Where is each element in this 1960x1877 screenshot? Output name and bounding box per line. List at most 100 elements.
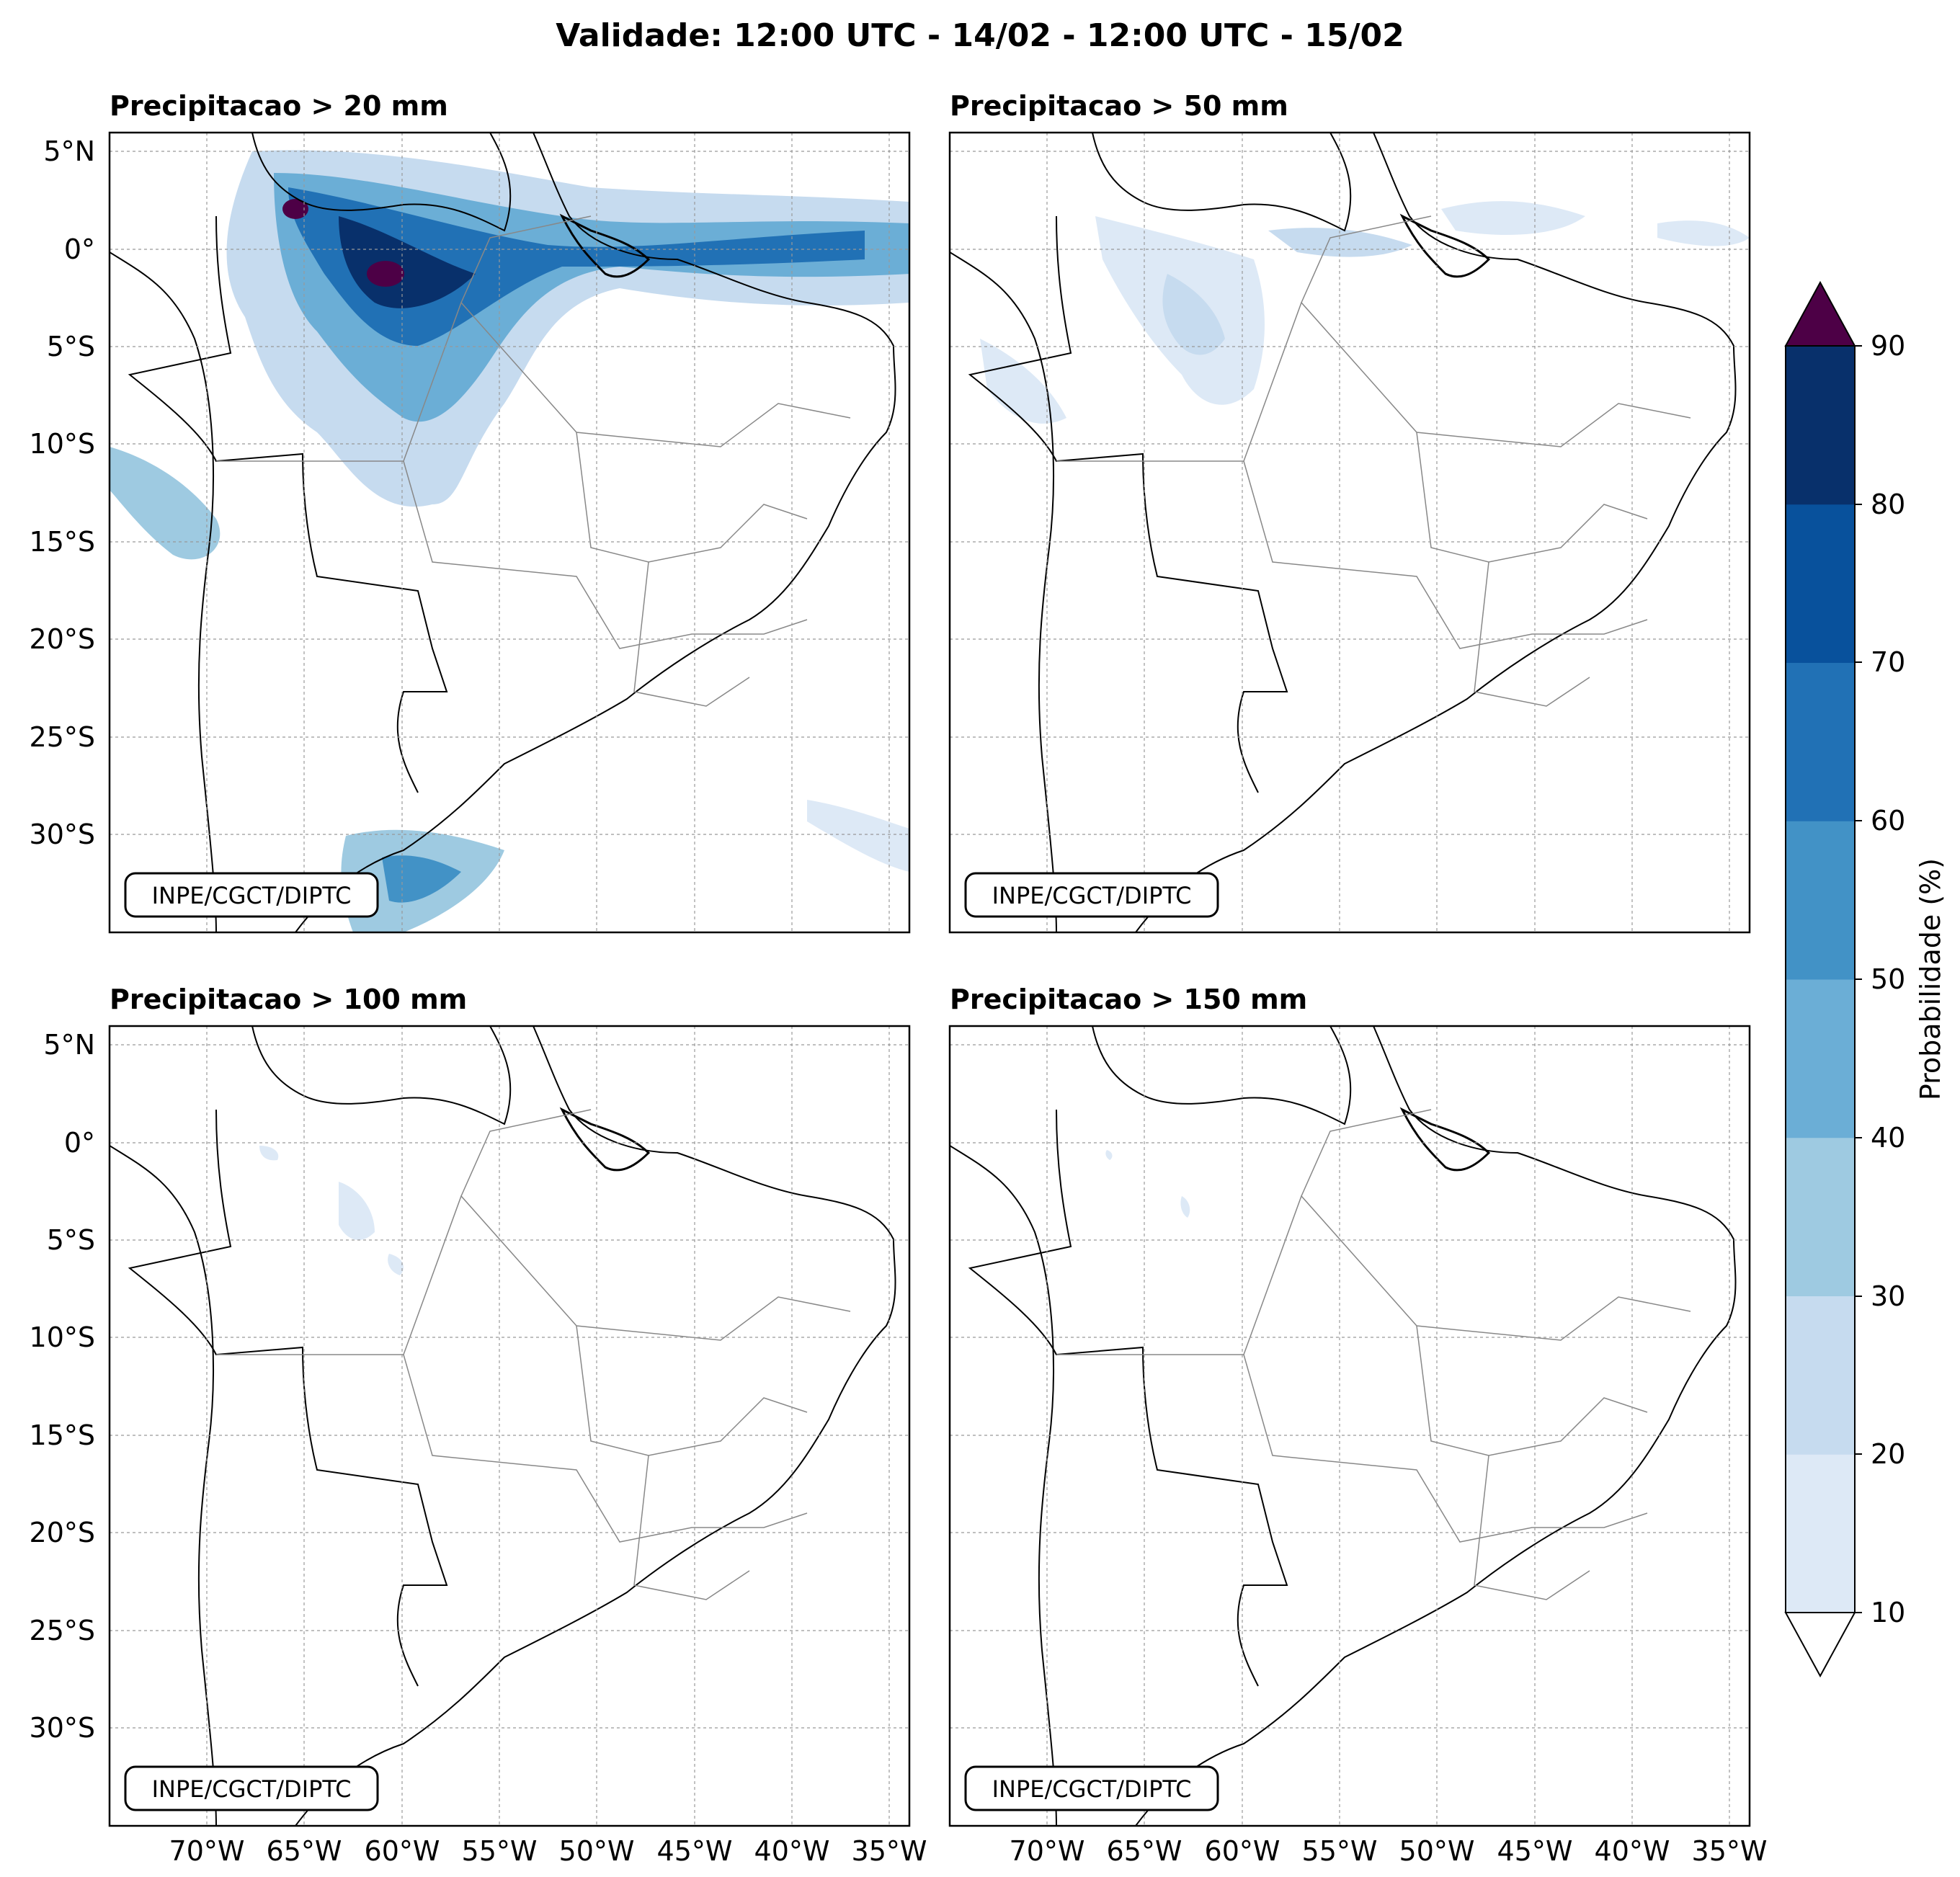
lat-label: 0° — [64, 233, 95, 265]
lat-label: 15°S — [30, 1419, 95, 1451]
map-frame — [108, 131, 911, 934]
precip-blob — [1162, 274, 1225, 355]
lon-label: 60°W — [365, 1835, 440, 1867]
precip-blob — [388, 1254, 404, 1275]
land-borders — [950, 1026, 1737, 1826]
colorbar-tick-label: 20 — [1871, 1438, 1905, 1470]
colorbar-ticks: 10 20 30 40 50 60 70 80 90 — [1855, 330, 1905, 1628]
state-borders — [216, 1109, 851, 1600]
panel-precip-150mm: Precipitacao > 150 mm — [948, 984, 1767, 1867]
gridlines — [950, 1026, 1750, 1826]
probability-field — [980, 201, 1750, 424]
lat-label: 10°S — [30, 1321, 95, 1353]
precip-blob — [1268, 228, 1412, 257]
precip-blob — [259, 1146, 279, 1161]
lat-label: 30°S — [30, 819, 95, 850]
precip-blob — [1657, 220, 1750, 246]
lat-axis-labels: 5°N 0° 5°S 10°S 15°S 20°S 25°S 30°S — [30, 1029, 95, 1744]
lat-label: 25°S — [30, 721, 95, 753]
precip-blob — [339, 1182, 375, 1240]
precip-blob — [110, 447, 220, 560]
gridlines — [950, 133, 1750, 932]
colorbar-tick-label: 50 — [1871, 963, 1905, 995]
lon-label: 55°W — [1302, 1835, 1378, 1867]
probability-field — [110, 150, 909, 932]
lat-label: 10°S — [30, 428, 95, 460]
map-frame — [948, 131, 1751, 934]
colorbar-segment — [1786, 504, 1855, 663]
figure-title: Validade: 12:00 UTC - 14/02 - 12:00 UTC … — [556, 17, 1404, 54]
lon-label: 65°W — [1107, 1835, 1182, 1867]
colorbar-segment — [1786, 662, 1855, 821]
precip-blob — [339, 216, 476, 308]
lon-label: 35°W — [852, 1835, 927, 1867]
panel-precip-100mm: Precipitacao > 100 mm — [30, 984, 927, 1867]
colorbar-segment — [1786, 1454, 1855, 1613]
colorbar: 10 20 30 40 50 60 70 80 90 Probabilidade… — [1784, 280, 1946, 1678]
colorbar-tick-label: 10 — [1871, 1597, 1905, 1628]
credit-box — [124, 872, 379, 918]
probability-field — [259, 1146, 404, 1275]
lat-label: 5°S — [47, 1224, 95, 1256]
precip-blob — [1105, 1150, 1113, 1160]
colorbar-tick-label: 70 — [1871, 646, 1905, 678]
lat-label: 25°S — [30, 1615, 95, 1646]
lat-label: 5°S — [47, 331, 95, 362]
colorbar-over-arrow — [1784, 280, 1856, 347]
panel-title: Precipitacao > 20 mm — [110, 90, 448, 122]
credit-label: INPE/CGCT/DIPTC — [992, 882, 1192, 909]
credit-box — [964, 1765, 1219, 1811]
colorbar-under-arrow — [1784, 1612, 1856, 1678]
lon-label: 60°W — [1205, 1835, 1280, 1867]
lon-label: 55°W — [462, 1835, 538, 1867]
lat-label: 20°S — [30, 1517, 95, 1548]
land-borders — [110, 1026, 896, 1826]
lat-axis-labels: 5°N 0° 5°S 10°S 15°S 20°S 25°S 30°S — [30, 135, 95, 850]
lat-label: 15°S — [30, 526, 95, 558]
lon-label: 45°W — [1497, 1835, 1573, 1867]
map-frame — [948, 1025, 1751, 1827]
lat-label: 0° — [64, 1127, 95, 1159]
lon-label: 50°W — [1399, 1835, 1475, 1867]
precip-core — [282, 199, 308, 219]
panel-precip-50mm: Precipitacao > 50 mm — [948, 90, 1751, 934]
land-borders — [110, 133, 896, 932]
colorbar-label: Probabilidade (%) — [1915, 858, 1946, 1100]
precip-blob — [980, 339, 1066, 424]
credit-label: INPE/CGCT/DIPTC — [992, 1775, 1192, 1803]
colorbar-tick-label: 80 — [1871, 489, 1905, 520]
precip-core — [367, 261, 404, 287]
precip-blob — [807, 800, 909, 872]
lon-label: 45°W — [657, 1835, 733, 1867]
credit-box — [124, 1765, 379, 1811]
credit-box — [964, 872, 1219, 918]
land-borders — [950, 133, 1737, 932]
colorbar-tick-label: 40 — [1871, 1122, 1905, 1154]
colorbar-segment — [1786, 1296, 1855, 1455]
state-borders — [1056, 1109, 1691, 1600]
gridlines — [110, 1026, 909, 1826]
colorbar-segment — [1786, 821, 1855, 980]
lat-label: 30°S — [30, 1712, 95, 1744]
colorbar-tick-label: 90 — [1871, 330, 1905, 362]
lon-label: 40°W — [1595, 1835, 1670, 1867]
colorbar-segment — [1786, 979, 1855, 1138]
gridlines — [110, 133, 909, 932]
lon-label: 65°W — [267, 1835, 342, 1867]
colorbar-tick-label: 60 — [1871, 805, 1905, 837]
colorbar-segments — [1786, 346, 1855, 1613]
lat-label: 5°N — [43, 1029, 95, 1061]
lon-label: 70°W — [1010, 1835, 1085, 1867]
panel-title: Precipitacao > 100 mm — [110, 984, 467, 1015]
state-borders — [216, 215, 851, 707]
credit-label: INPE/CGCT/DIPTC — [152, 882, 352, 909]
state-borders — [1056, 215, 1691, 707]
lat-label: 5°N — [43, 135, 95, 167]
map-frame — [108, 1025, 911, 1827]
precip-blob — [288, 187, 865, 346]
lat-label: 20°S — [30, 623, 95, 655]
lon-label: 70°W — [169, 1835, 245, 1867]
colorbar-tick-label: 30 — [1871, 1280, 1905, 1312]
precip-blob — [1180, 1196, 1190, 1218]
